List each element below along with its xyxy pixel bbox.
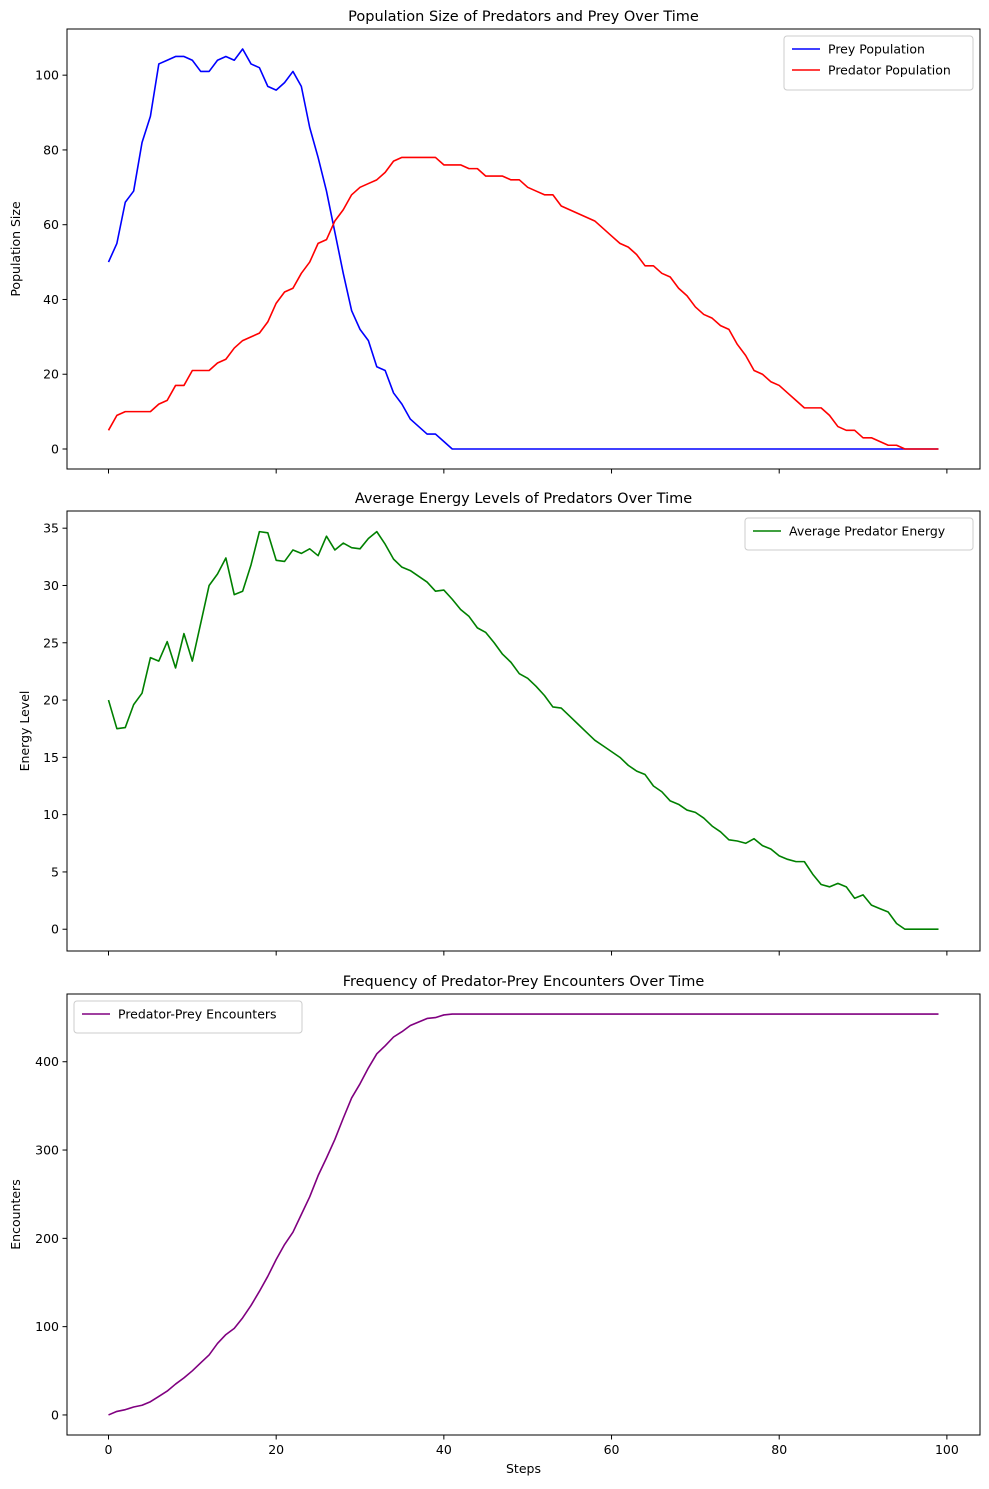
y-axis-label-2: Encounters [8,1179,23,1249]
y-tick-label-1-3: 15 [43,750,59,765]
y-tick-label-2-4: 400 [35,1054,59,1069]
y-tick-label-0-5: 100 [35,68,59,83]
y-axis-label-1: Energy Level [17,691,32,772]
y-tick-label-2-3: 300 [35,1143,59,1158]
plot-frame-0 [66,28,981,470]
legend-1: Average Predator Energy [744,517,974,551]
x-tick-label-2-4: 80 [771,1442,787,1457]
series-line-0-0 [107,48,939,450]
legend-label-0-0: Prey Population [828,42,925,57]
y-axis-label-0: Population Size [8,201,23,297]
legend-2: Predator-Prey Encounters [73,1000,303,1034]
chart-title-2: Frequency of Predator-Prey Encounters Ov… [343,974,705,990]
chart-panel-2: Frequency of Predator-Prey Encounters Ov… [8,974,981,1476]
plot-frame-1 [66,510,981,952]
x-tick-label-2-3: 60 [604,1442,620,1457]
y-tick-label-1-0: 0 [51,922,59,937]
y-tick-label-0-3: 60 [43,217,59,232]
chart-title-0: Population Size of Predators and Prey Ov… [348,9,699,25]
y-tick-label-0-0: 0 [51,442,59,457]
legend-box-1 [744,517,974,551]
series-line-2-0 [108,1013,939,1416]
legend-label-0-1: Predator Population [828,63,951,78]
y-tick-label-2-2: 200 [35,1231,59,1246]
series-line-1-0 [107,530,939,931]
y-tick-label-0-2: 40 [43,292,59,307]
y-tick-label-1-7: 35 [43,521,59,536]
y-tick-label-1-1: 5 [51,864,59,879]
legend-label-2-0: Predator-Prey Encounters [118,1007,277,1022]
x-tick-label-2-1: 20 [268,1442,284,1457]
chart-panel-0: Population Size of Predators and Prey Ov… [8,9,981,474]
y-tick-label-0-4: 80 [43,142,59,157]
chart-panel-1: Average Energy Levels of Predators Over … [17,491,981,956]
legend-box-2 [73,1000,303,1034]
y-tick-label-1-5: 25 [43,635,59,650]
x-axis-label-2: Steps [506,1461,541,1476]
x-tick-label-2-0: 0 [105,1442,113,1457]
plot-frame-2 [66,993,981,1436]
y-tick-label-2-1: 100 [35,1319,59,1334]
x-tick-label-2-5: 100 [935,1442,959,1457]
y-tick-label-1-2: 10 [43,807,59,822]
y-tick-label-0-1: 20 [43,367,59,382]
x-tick-label-2-2: 40 [436,1442,452,1457]
y-tick-label-2-0: 0 [51,1407,59,1422]
legend-box-0 [783,35,974,91]
legend-0: Prey Population Predator Population [783,35,974,91]
chart-title-1: Average Energy Levels of Predators Over … [355,491,692,507]
y-tick-label-1-4: 20 [43,693,59,708]
y-tick-label-1-6: 30 [43,578,59,593]
legend-label-1-0: Average Predator Energy [789,524,946,539]
series-line-0-1 [107,156,939,450]
